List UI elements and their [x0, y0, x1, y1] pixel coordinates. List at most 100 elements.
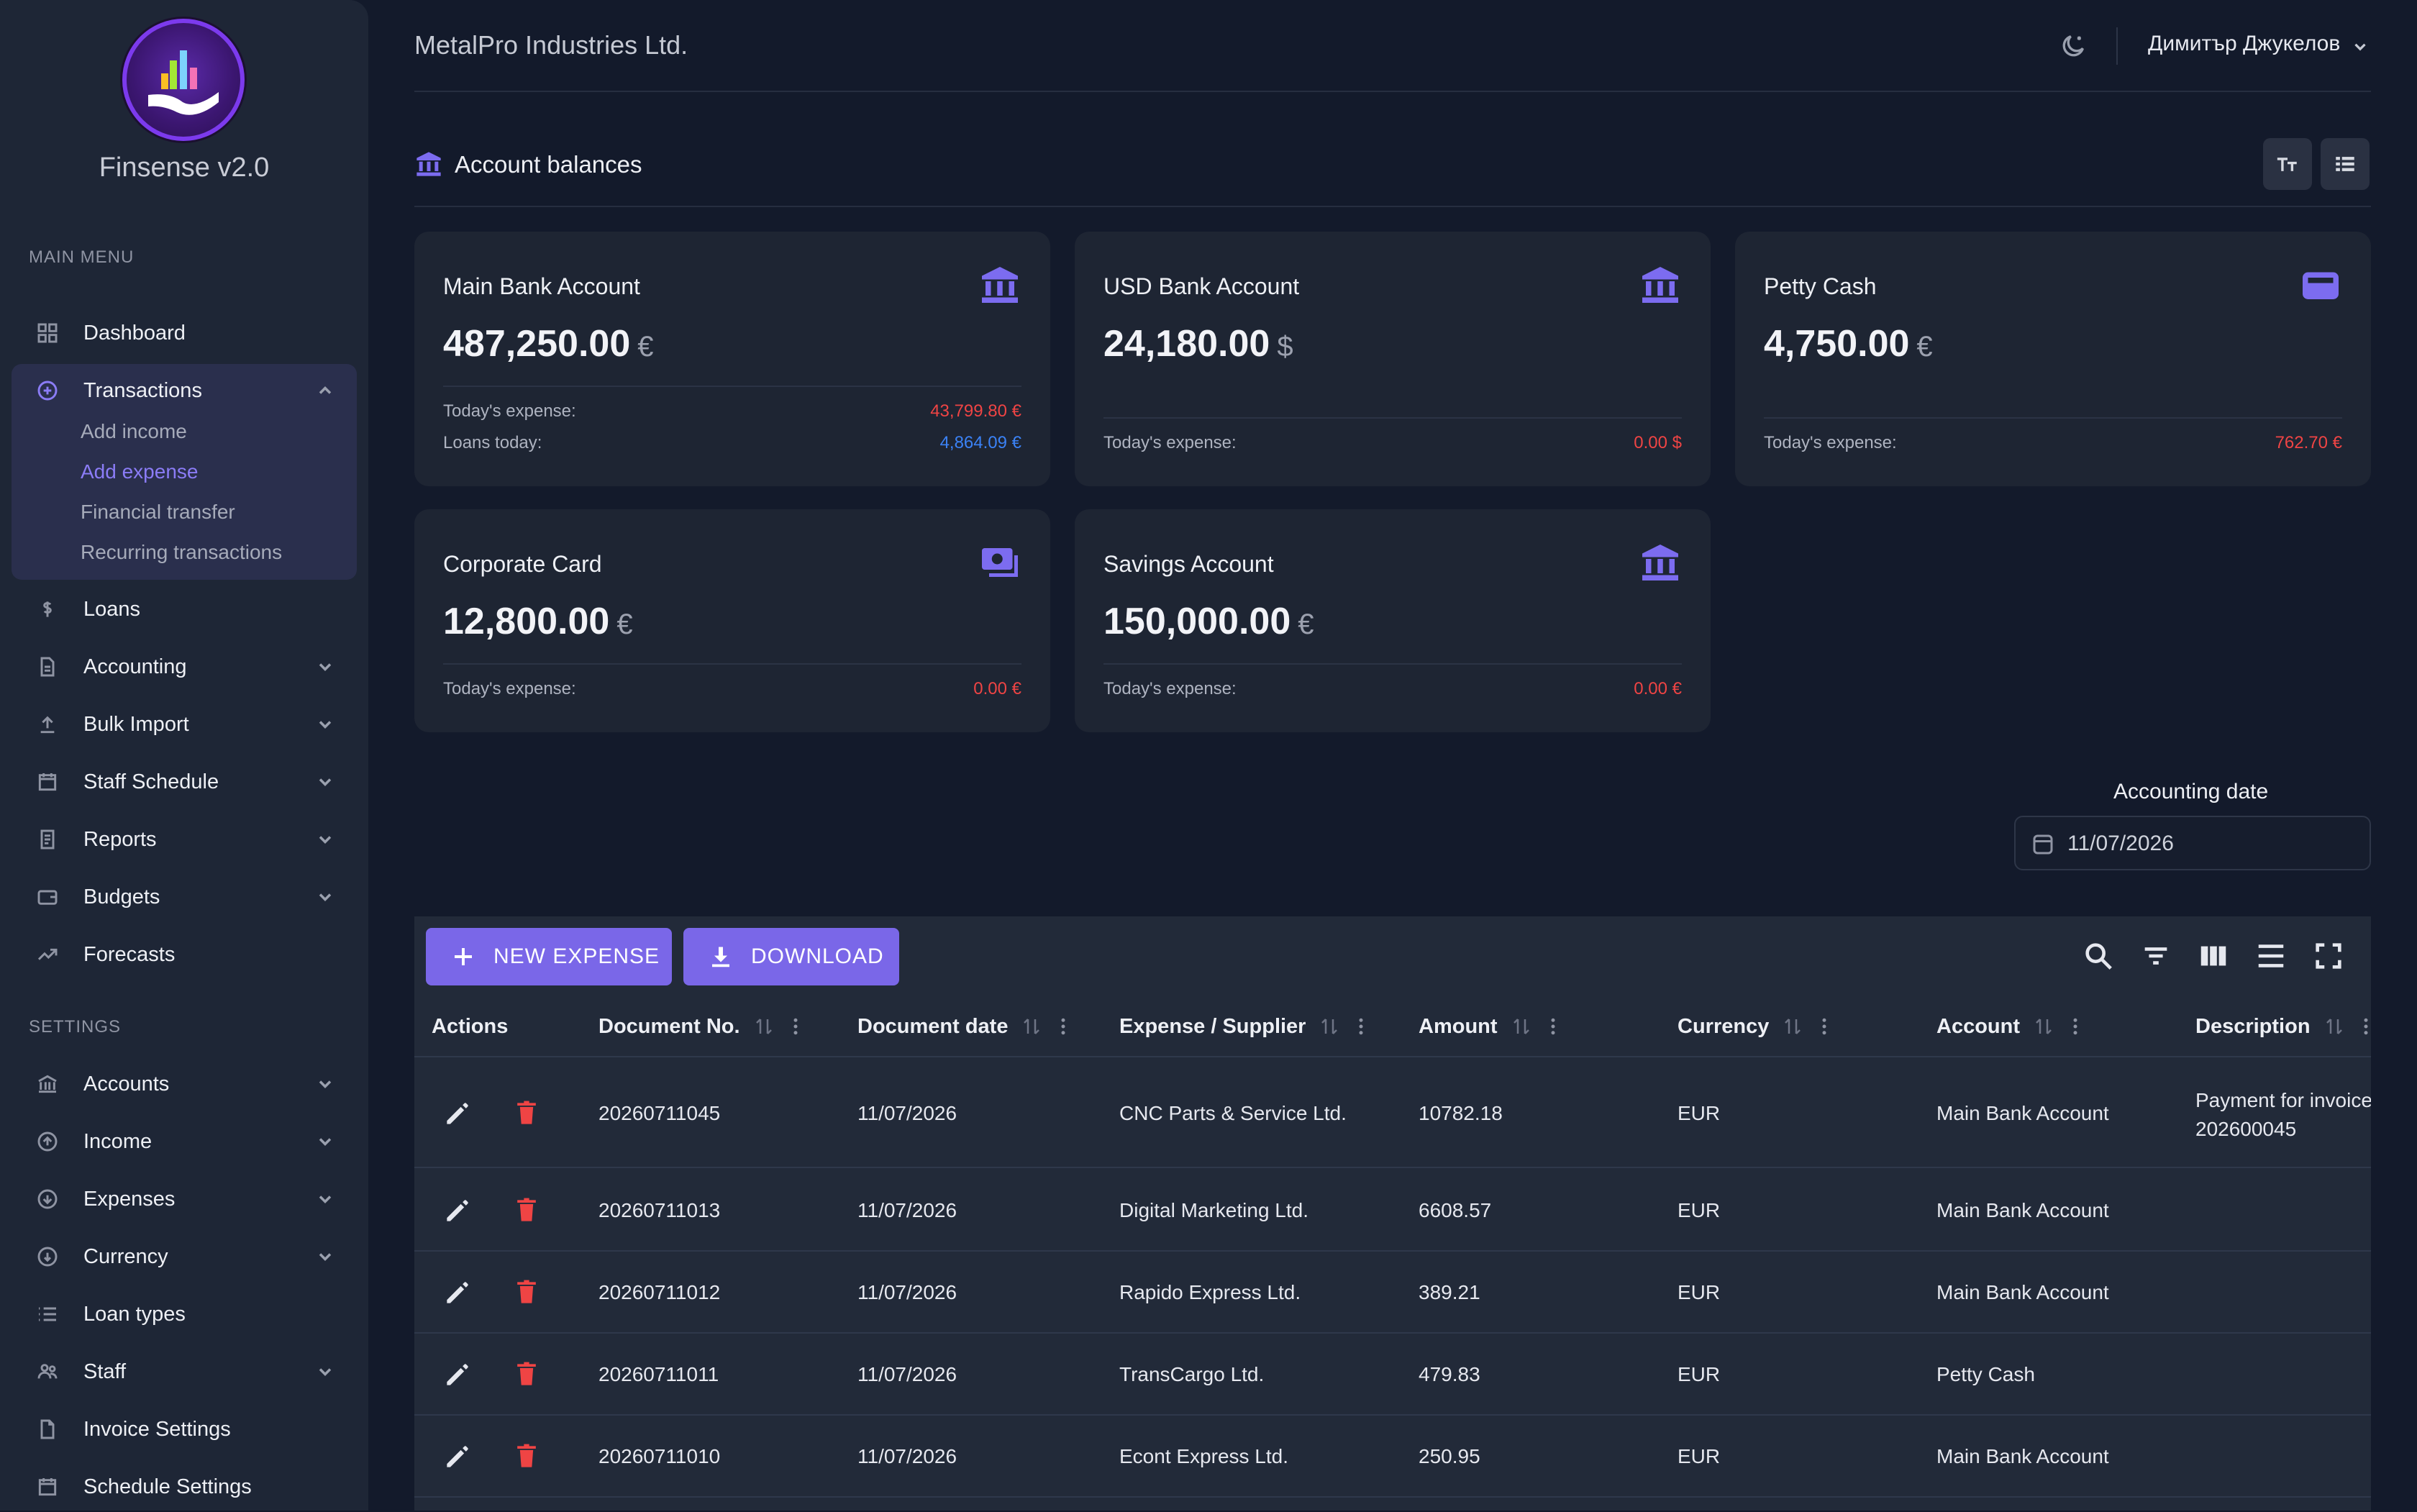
sidebar-item-currency[interactable]: Currency [12, 1231, 357, 1282]
fullscreen-icon[interactable] [2312, 939, 2345, 973]
sidebar-subitem-financial-transfer[interactable]: Financial transfer [81, 501, 235, 523]
filter-icon[interactable] [2139, 939, 2172, 973]
column-header-account[interactable]: Account [1936, 996, 2086, 1057]
loans-row: Loans today: 4,864.09 € [443, 433, 1021, 452]
sidebar-item-budgets[interactable]: Budgets [12, 872, 357, 922]
sidebar-item-loans[interactable]: Loans [12, 584, 357, 634]
cell-description: Payment for invoice 202600045 [2195, 1089, 2371, 1140]
sidebar-item-label: Reports [83, 827, 157, 851]
card-divider [1103, 663, 1682, 665]
chevron-down-icon [315, 829, 335, 850]
column-header-amount[interactable]: Amount [1419, 996, 1564, 1057]
sidebar-item-dashboard[interactable]: Dashboard [12, 308, 357, 358]
cell-account: Main Bank Account [1936, 1281, 2109, 1303]
column-header-document-no[interactable]: Document No. [598, 996, 806, 1057]
delete-icon[interactable] [511, 1277, 542, 1308]
new-expense-button[interactable]: NEW EXPENSE [426, 928, 672, 985]
cell-currency: EUR [1678, 1445, 1721, 1467]
account-card-petty-cash[interactable]: Petty Cash 4,750.00 € Today's expense: 762… [1735, 232, 2371, 486]
account-name: Petty Cash [1764, 273, 1877, 299]
list-view-button[interactable] [2321, 138, 2370, 190]
sidebar-item-label: Accounting [83, 655, 187, 678]
accounting-date-label: Accounting date [2113, 780, 2269, 803]
delete-icon[interactable] [511, 1098, 542, 1129]
expense-row: Today's expense: 0.00 € [443, 679, 1021, 698]
account-card-main-bank[interactable]: Main Bank Account 487,250.00 € Today's ex… [414, 232, 1050, 486]
table-row[interactable]: 20260711011 11/07/2026 TransCargo Ltd. 479.… [414, 1334, 2371, 1416]
delete-icon[interactable] [511, 1359, 542, 1390]
column-header-description[interactable]: Description [2195, 996, 2371, 1057]
sidebar-item-income[interactable]: Income [12, 1116, 357, 1167]
card-divider [443, 663, 1021, 665]
cell-currency: EUR [1678, 1281, 1721, 1303]
arrow-down-circle-icon [35, 1186, 60, 1212]
sidebar-item-staff-schedule[interactable]: Staff Schedule [12, 757, 357, 807]
sidebar-subitem-add-expense[interactable]: Add expense [81, 460, 199, 483]
sidebar-item-expenses[interactable]: Expenses [12, 1174, 357, 1224]
edit-icon[interactable] [442, 1277, 473, 1308]
cell-document-no: 20260711045 [598, 1102, 721, 1124]
grid-icon [35, 320, 60, 346]
search-icon[interactable] [2082, 939, 2115, 973]
table-row[interactable]: 20260711012 11/07/2026 Rapido Express Ltd.… [414, 1252, 2371, 1334]
account-balance: 24,180.00 $ [1103, 323, 1293, 365]
people-icon [35, 1359, 60, 1385]
expenses-table: NEW EXPENSE DOWNLOAD Actions Document No… [414, 916, 2371, 1511]
sidebar-item-schedule-settings[interactable]: Schedule Settings [12, 1462, 357, 1512]
sidebar-item-accounts[interactable]: Accounts [12, 1059, 357, 1109]
app-logo[interactable] [122, 19, 245, 141]
column-menu-icon [1061, 1018, 1065, 1035]
columns-icon[interactable] [2197, 939, 2230, 973]
table-row[interactable]: 20260711045 11/07/2026 CNC Parts & Service… [414, 1059, 2371, 1168]
chevron-down-icon[interactable] [2351, 37, 2370, 56]
sidebar-item-reports[interactable]: Reports [12, 814, 357, 865]
list-icon [35, 1301, 60, 1327]
chevron-down-icon [315, 714, 335, 734]
sidebar-item-accounting[interactable]: Accounting [12, 642, 357, 692]
column-header-actions: Actions [432, 1014, 509, 1038]
sidebar-item-transactions[interactable]: Transactions [12, 365, 357, 416]
dollar-icon [35, 596, 60, 622]
cell-amount: 250.95 [1419, 1445, 1480, 1467]
column-header-supplier[interactable]: Expense / Supplier [1119, 996, 1372, 1057]
account-balance: 487,250.00 € [443, 323, 654, 365]
edit-icon[interactable] [442, 1359, 473, 1390]
cell-document-date: 11/07/2026 [857, 1281, 957, 1303]
edit-icon[interactable] [442, 1098, 473, 1129]
sidebar-item-invoice-settings[interactable]: Invoice Settings [12, 1404, 357, 1454]
sort-icon [755, 1019, 772, 1034]
edit-icon[interactable] [442, 1441, 473, 1472]
cash-icon [978, 541, 1021, 584]
text-size-button[interactable] [2263, 138, 2312, 190]
table-toolbar: NEW EXPENSE DOWNLOAD [414, 916, 2371, 996]
theme-toggle-moon-icon[interactable] [2059, 32, 2088, 60]
trending-up-icon [35, 942, 60, 967]
cell-amount: 389.21 [1419, 1281, 1480, 1303]
sidebar-item-staff[interactable]: Staff [12, 1347, 357, 1397]
table-row[interactable]: 20260711013 11/07/2026 Digital Marketing L… [414, 1170, 2371, 1252]
account-card-corporate-card[interactable]: Corporate Card 12,800.00 € Today's expens… [414, 509, 1050, 732]
column-header-currency[interactable]: Currency [1678, 996, 1835, 1057]
sidebar-item-label: Schedule Settings [83, 1475, 252, 1498]
cell-amount: 6608.57 [1419, 1199, 1492, 1221]
delete-icon[interactable] [511, 1441, 542, 1472]
sidebar-subitem-add-income[interactable]: Add income [81, 420, 187, 442]
upload-icon [35, 711, 60, 737]
column-header-document-date[interactable]: Document date [857, 996, 1074, 1057]
user-menu[interactable]: Димитър Джукелов [2148, 32, 2341, 55]
account-card-usd-bank[interactable]: USD Bank Account 24,180.00 $ Today's expe… [1075, 232, 1711, 486]
sidebar-item-label: Income [83, 1129, 153, 1153]
download-button[interactable]: DOWNLOAD [683, 928, 899, 985]
edit-icon[interactable] [442, 1195, 473, 1226]
accounting-date-input[interactable]: 11/07/2026 [2014, 816, 2371, 870]
sidebar-item-loan-types[interactable]: Loan types [12, 1289, 357, 1339]
density-icon[interactable] [2254, 939, 2288, 973]
download-icon [712, 947, 729, 967]
cell-document-no: 20260711010 [598, 1445, 721, 1467]
sidebar-item-bulk-import[interactable]: Bulk Import [12, 699, 357, 750]
delete-icon[interactable] [511, 1195, 542, 1226]
sidebar-subitem-recurring-transactions[interactable]: Recurring transactions [81, 541, 283, 563]
table-row[interactable]: 20260711010 11/07/2026 Econt Express Ltd. 2… [414, 1416, 2371, 1498]
sidebar-item-forecasts[interactable]: Forecasts [12, 929, 357, 980]
account-card-savings[interactable]: Savings Account 150,000.00 € Today's expe… [1075, 509, 1711, 732]
